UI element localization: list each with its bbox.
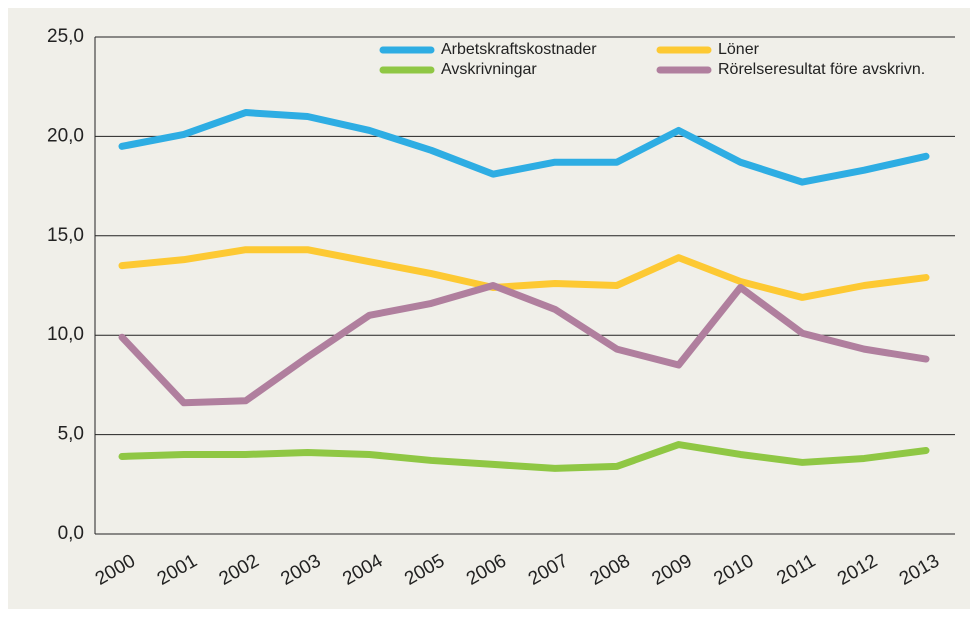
series-line: [118, 441, 930, 472]
y-tick-label: 25,0: [47, 26, 84, 47]
legend-label: Avskrivningar: [441, 61, 537, 78]
y-tick-label: 0,0: [58, 523, 84, 544]
y-tick-label: 15,0: [47, 225, 84, 246]
legend-label: Rörelseresultat före avskrivn.: [718, 61, 925, 78]
y-tick-label: 10,0: [47, 324, 84, 345]
legend-label: Löner: [718, 41, 760, 58]
series-line: [118, 282, 930, 407]
y-tick-label: 5,0: [58, 424, 84, 445]
panel: [8, 8, 970, 609]
y-tick-label: 20,0: [47, 125, 84, 146]
series-line: [118, 109, 930, 186]
series-line: [118, 246, 930, 301]
legend-label: Arbetskraftskostnader: [441, 41, 597, 58]
